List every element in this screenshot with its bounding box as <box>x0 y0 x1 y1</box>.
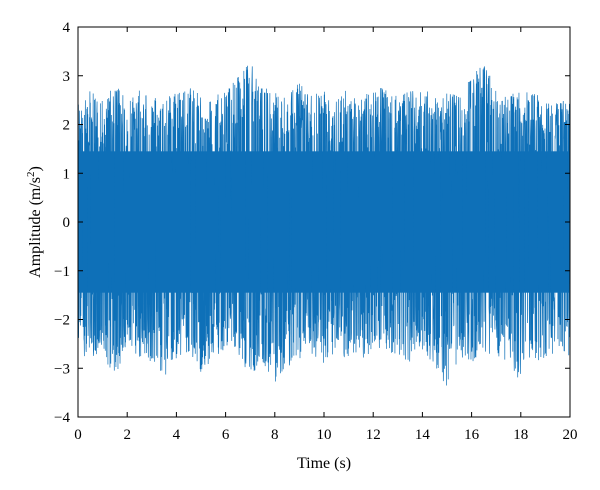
y-tick-label: −3 <box>54 361 70 377</box>
y-tick-label: −4 <box>54 410 70 426</box>
signal-layer <box>77 65 571 386</box>
y-tick-label: 1 <box>63 166 71 182</box>
x-tick-label: 18 <box>513 427 528 443</box>
x-tick-label: 12 <box>366 427 381 443</box>
x-tick-label: 8 <box>271 427 279 443</box>
y-tick-label: 2 <box>63 118 71 134</box>
y-axis-label-superscript: 2 <box>25 171 37 177</box>
x-tick-label: 4 <box>173 427 181 443</box>
x-tick-label: 2 <box>123 427 131 443</box>
x-tick-label: 10 <box>317 427 332 443</box>
y-axis-label-suffix: ) <box>27 166 44 171</box>
x-tick-label: 0 <box>74 427 82 443</box>
x-tick-label: 16 <box>464 427 480 443</box>
y-tick-label: −1 <box>54 264 70 280</box>
x-axis-label: Time (s) <box>297 455 351 472</box>
y-axis-label-main: Amplitude (m/s <box>27 177 44 278</box>
y-tick-label: 0 <box>63 215 71 231</box>
y-tick-label: 4 <box>63 20 71 36</box>
x-tick-label: 6 <box>222 427 230 443</box>
y-tick-label: 3 <box>63 69 71 85</box>
x-tick-label: 14 <box>415 427 431 443</box>
x-tick-label: 20 <box>563 427 578 443</box>
y-axis-label: Amplitude (m/s2) <box>25 166 44 278</box>
y-tick-label: −2 <box>54 313 70 329</box>
series-vibration-trace <box>77 65 571 386</box>
